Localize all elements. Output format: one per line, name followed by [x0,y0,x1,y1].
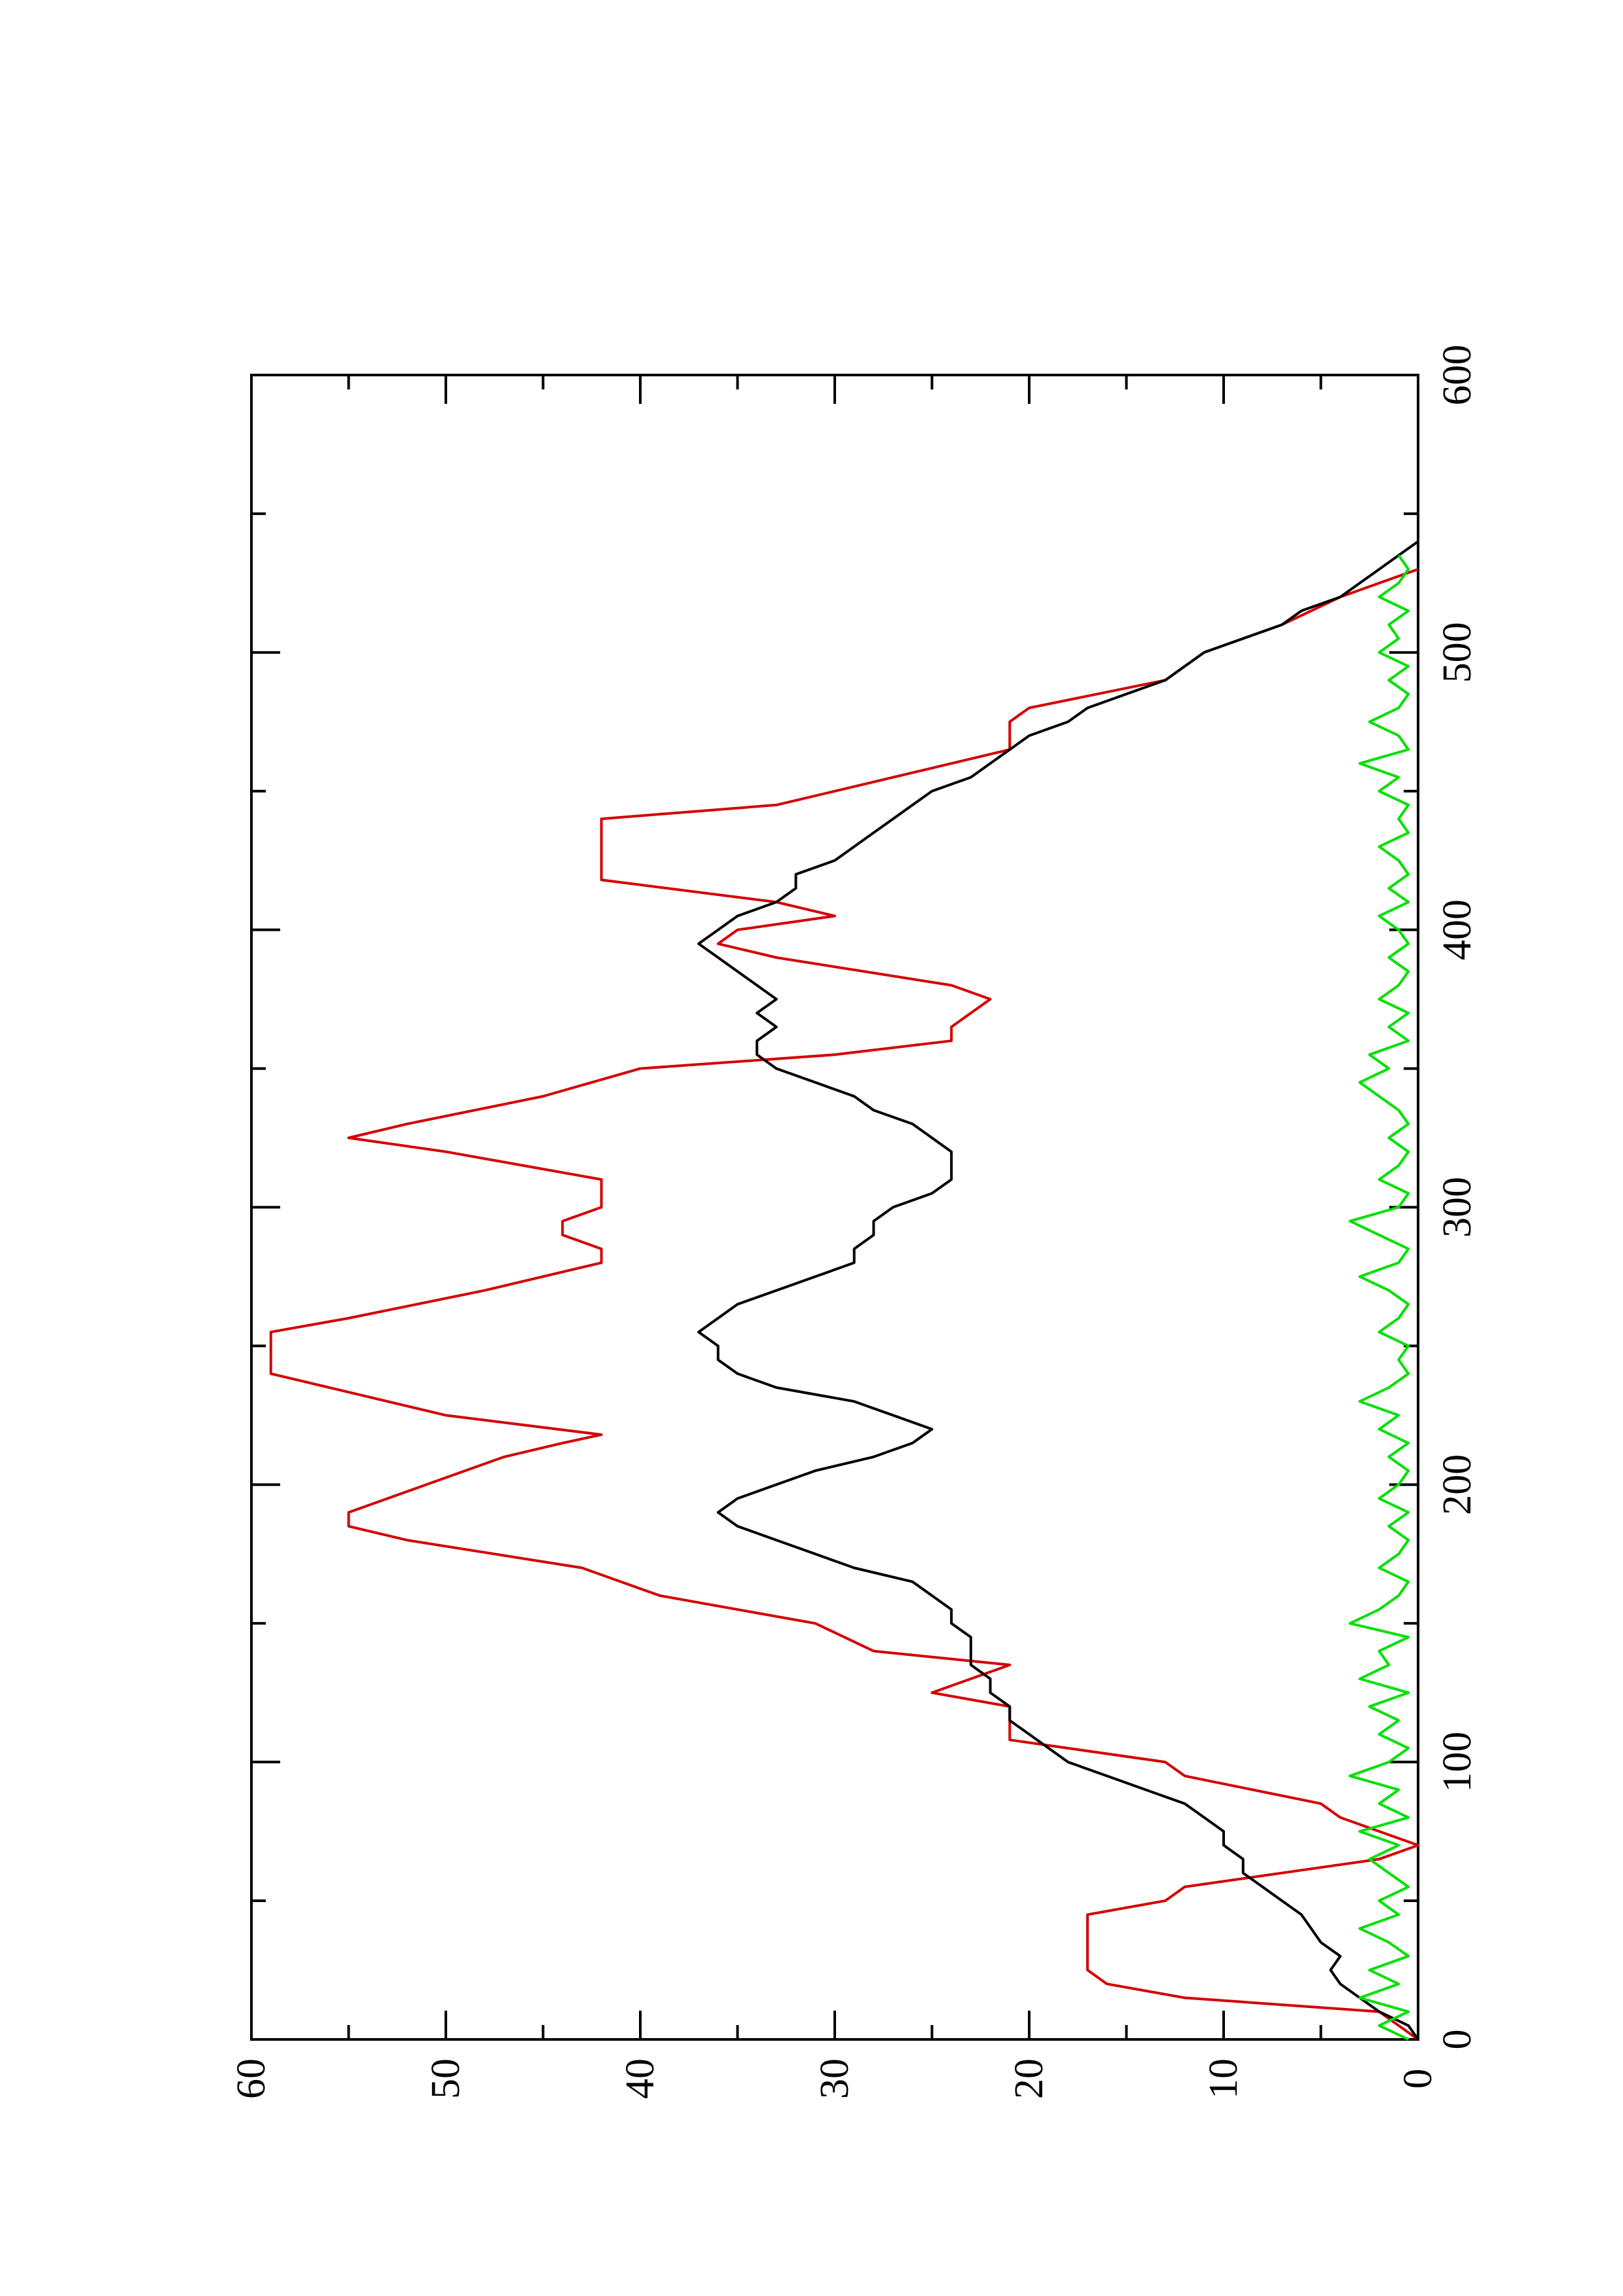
plot-frame [250,374,1419,2041]
y-tick-label: 30 [812,2058,857,2099]
series-line-1 [269,567,1419,2041]
x-tick-label: 0 [1435,2030,1480,2050]
x-tick-label: 200 [1435,1454,1480,1515]
x-tick-label: 600 [1435,345,1480,406]
x-tick-label: 300 [1435,1177,1480,1238]
ticks [250,374,1419,2041]
y-tick-label: 50 [424,2058,468,2099]
x-tick-label: 100 [1435,1732,1480,1793]
y-tick-label: 10 [1201,2058,1246,2099]
series-line-3 [1349,554,1410,2041]
y-tick-label: 0 [1396,2069,1440,2089]
tick-labels: 0 100 200 300 400 500 600 0 10 20 30 40 50 60 [229,345,1480,2100]
y-tick-label: 60 [229,2058,274,2099]
y-tick-label: 40 [618,2058,663,2099]
x-tick-label: 500 [1435,622,1480,683]
y-tick-label: 20 [1007,2058,1051,2099]
x-tick-label: 400 [1435,899,1480,960]
series-layer [269,540,1419,2041]
series-line-2 [697,540,1419,2041]
